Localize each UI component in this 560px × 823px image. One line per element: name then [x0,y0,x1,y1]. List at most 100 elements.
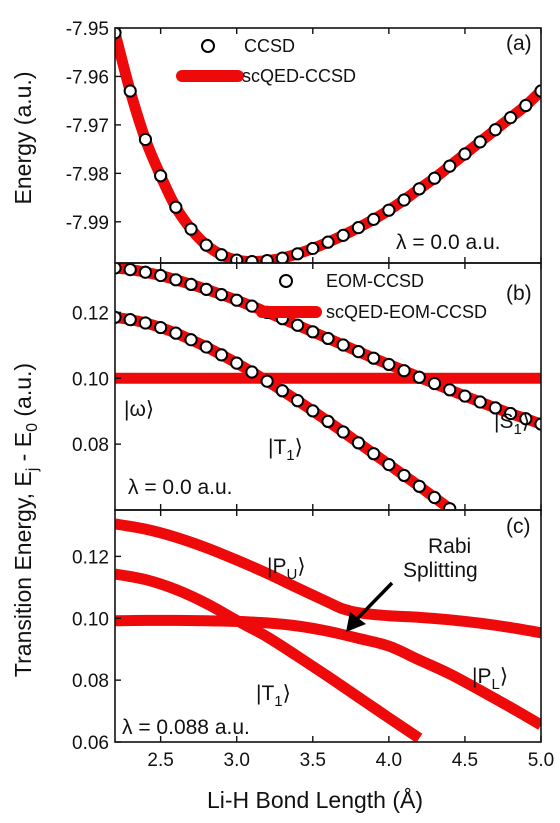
data-point-ccsd [123,84,137,98]
data-point-ccsd [534,84,541,98]
data-point-eom-ccsd [138,265,153,279]
y-label-main: Transition Energy, E [10,471,36,677]
pu-main: |P [267,555,286,578]
y-label-mid: - E [10,432,36,468]
t1-b-main: |T [268,436,286,459]
y-tick-label: 0.10 [72,609,109,630]
series-line-t-1 [115,568,423,742]
y-axis-label-bc: Transition Energy, Ej - E0 (a.u.) [10,363,41,677]
s1-main: |S [494,410,513,433]
panel-c-label: (c) [506,515,531,538]
legend-ccsd-label: CCSD [244,36,295,56]
data-point-eom-ccsd [321,414,335,429]
data-point-ccsd [473,135,487,149]
data-point-ccsd [351,221,366,235]
y-tick-label: -7.95 [66,19,109,40]
y-tick-label: 0.08 [72,671,109,692]
y-label-sub-j: j [24,468,41,473]
data-point-ccsd [275,251,289,263]
rabi-arrow-shaft [354,581,394,622]
y-tick-label: -7.98 [66,164,109,185]
t1-c-main: |T [256,682,274,705]
data-point-ccsd [458,147,472,161]
panel-plot-area [115,28,541,263]
y-tick-label: 0.08 [72,435,109,456]
data-point-ccsd [306,241,320,256]
data-point-ccsd [199,238,213,252]
legend-scqed-ccsd-label: scQED-CCSD [242,66,356,86]
panel-b-label: (b) [506,282,532,305]
data-point-eom-ccsd [367,351,381,365]
data-point-eom-ccsd [488,401,502,415]
data-point-eom-ccsd [199,340,213,354]
data-point-eom-ccsd [306,404,320,418]
data-point-eom-ccsd [534,417,541,431]
data-point-eom-ccsd [382,457,396,472]
t1-c-sub: 1 [274,693,282,710]
data-point-eom-ccsd [275,384,289,398]
data-point-ccsd [412,182,426,196]
pl-close: ⟩ [500,665,508,688]
data-point-ccsd [184,222,198,236]
data-point-eom-ccsd [427,490,442,505]
data-point-ccsd [488,123,502,137]
data-point-eom-ccsd [230,356,244,370]
data-point-eom-ccsd [367,447,381,461]
y-tick-label: 0.06 [72,733,109,754]
panel-frame [114,509,542,743]
data-point-eom-ccsd [169,273,183,287]
panel-c-lambda: λ = 0.088 a.u. [122,716,250,739]
data-point-eom-ccsd [503,406,518,421]
x-tick-label: 4.0 [376,750,402,771]
series-line-p-l [115,614,541,730]
y-label-sub-0: 0 [24,423,41,432]
pl-main: |P [472,665,491,688]
data-point-ccsd [169,200,183,214]
data-point-eom-ccsd [443,502,457,510]
x-axis-label: Li-H Bond Length (Å) [207,786,423,813]
t1-c-close: ⟩ [283,682,291,705]
data-point-ccsd [427,171,442,185]
panel-a-lambda: λ = 0.0 a.u. [396,231,501,254]
data-point-eom-ccsd [412,479,426,493]
data-point-ccsd [260,253,274,263]
data-point-eom-ccsd [382,357,396,372]
state-label-pl: |PL⟩ [472,665,508,693]
data-point-eom-ccsd [427,376,442,391]
state-label-t1-b: |T1⟩ [268,436,303,464]
data-point-eom-ccsd [169,326,183,340]
panel-c: 0.12 0.10 0.08 0.06 2.5 3.0 3.5 4.0 4.5 5.0 [72,509,554,771]
s1-close: ⟩ [522,410,530,433]
data-point-ccsd [154,169,168,183]
legend-eom-ccsd-label: EOM-CCSD [326,271,424,291]
data-point-eom-ccsd [123,263,137,277]
data-point-ccsd [503,111,518,125]
panel-plot-area [115,518,541,742]
data-point-ccsd [290,247,305,261]
data-point-eom-ccsd [199,282,213,296]
pu-sub: U [286,566,297,583]
y-tick-label: 0.10 [72,369,109,390]
data-point-eom-ccsd [123,313,137,327]
pu-close: ⟩ [297,555,305,578]
rabi-label-line1: Rabi [428,535,471,558]
y-axis-label-a: Energy (a.u.) [10,72,36,205]
data-point-ccsd [138,132,153,147]
data-point-ccsd [443,159,457,173]
y-tick-label: 0.12 [72,303,109,324]
s1-sub: 1 [513,421,521,438]
data-point-eom-ccsd [351,344,366,359]
y-tick-label: -7.96 [66,67,109,88]
data-point-eom-ccsd [397,364,411,378]
x-tick-label: 2.5 [147,750,173,771]
data-point-eom-ccsd [336,338,350,352]
x-tick-label: 3.5 [300,750,326,771]
legend-eom-ccsd-marker [279,274,293,288]
data-point-ccsd [321,235,335,249]
rabi-arrow-head [346,612,366,632]
data-point-eom-ccsd [230,293,244,307]
data-point-eom-ccsd [245,299,259,313]
data-point-eom-ccsd [443,383,457,397]
data-point-ccsd [382,203,396,217]
